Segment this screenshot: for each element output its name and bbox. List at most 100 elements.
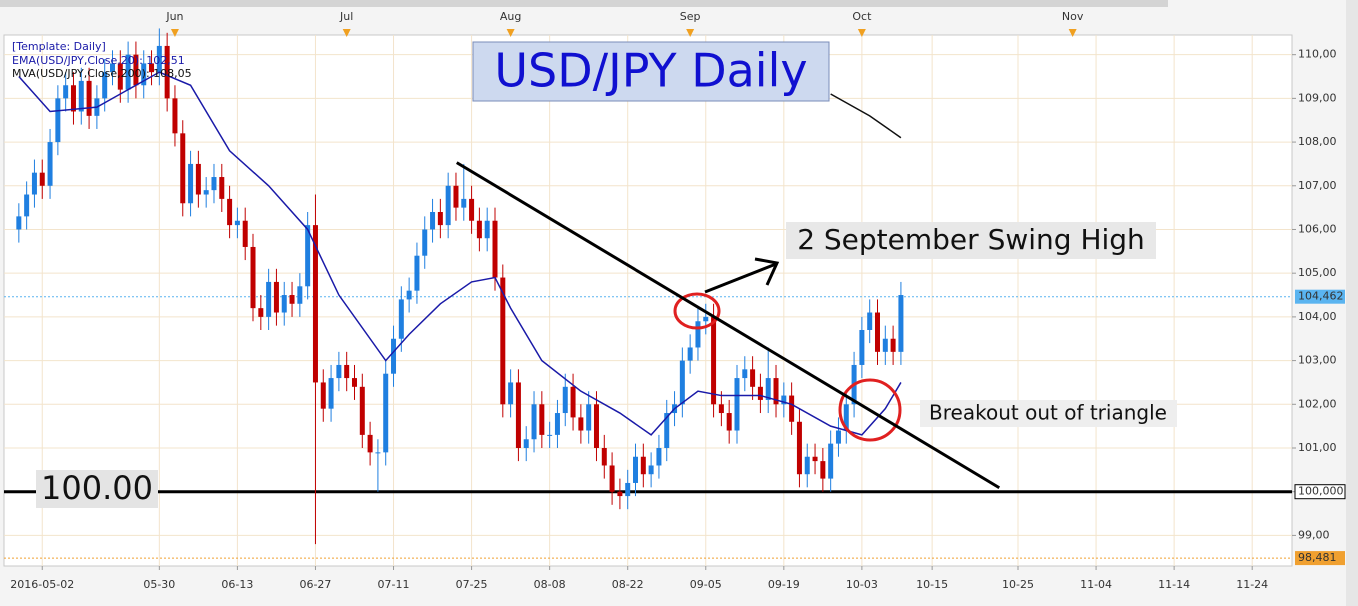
candle-body — [554, 413, 560, 435]
legend-entry: EMA(USD/JPY,Close,20): 102,51 — [12, 54, 185, 67]
x-tick-label: 10-15 — [916, 578, 948, 591]
y-tick-label: 107,00 — [1298, 179, 1337, 192]
candle-body — [367, 434, 373, 453]
candle-body — [351, 378, 357, 387]
candle-body — [336, 364, 342, 379]
candle-body — [211, 177, 217, 191]
candle-body — [195, 163, 201, 195]
candle-body — [664, 413, 670, 448]
y-tick-label: 106,00 — [1298, 222, 1337, 235]
candle-body — [70, 85, 76, 112]
candle-body — [578, 417, 584, 431]
candle-body — [874, 312, 880, 352]
candle-body — [679, 360, 685, 405]
indicator-lines — [18, 71, 902, 436]
candle-body — [172, 98, 178, 134]
candle-body — [180, 133, 186, 204]
candle-body — [547, 434, 553, 436]
candle-body — [492, 220, 498, 278]
candle-body — [328, 378, 334, 409]
x-tick-label: 06-13 — [221, 578, 253, 591]
top-strip — [0, 0, 1168, 7]
candle-body — [789, 395, 795, 422]
candles — [16, 28, 904, 545]
month-label: Jul — [339, 10, 353, 23]
x-tick-label: 10-25 — [1002, 578, 1034, 591]
plot-area — [3, 34, 1293, 567]
x-tick-label: 11-24 — [1236, 578, 1268, 591]
axes: 99,00100,00101,00102,00103,00104,00105,0… — [10, 10, 1346, 591]
x-tick-label: 06-27 — [299, 578, 331, 591]
legend-entry: MVA(USD/JPY,Close,200): 108,05 — [12, 67, 192, 80]
candle-body — [890, 338, 896, 352]
candle-body — [453, 185, 459, 208]
price-tag-label: 100,000 — [1298, 485, 1344, 498]
chart-title: USD/JPY Daily — [494, 44, 807, 98]
candle-body — [469, 198, 475, 221]
month-marker — [506, 29, 515, 37]
candle-body — [305, 225, 311, 287]
x-tick-label: 10-03 — [846, 578, 878, 591]
candle-body — [55, 98, 61, 143]
annotation: 2 September Swing High — [797, 223, 1145, 256]
candle-body — [133, 54, 139, 86]
annotation-box — [786, 222, 1156, 259]
arrow-head — [754, 257, 780, 286]
candle-body — [461, 198, 467, 208]
candle-body — [86, 80, 92, 116]
month-marker — [686, 29, 695, 37]
candle-body — [562, 386, 568, 414]
price-tag — [1295, 551, 1345, 566]
candle-body — [297, 286, 303, 304]
candle-body — [812, 456, 818, 462]
y-tick-label: 101,00 — [1298, 441, 1337, 454]
candle-body — [406, 290, 412, 300]
candle-body — [78, 80, 84, 112]
candle-body — [508, 382, 514, 405]
candle-body — [117, 63, 123, 90]
candle-body — [843, 404, 849, 431]
candle-body — [539, 404, 545, 435]
candle-body — [703, 316, 709, 322]
candle-body — [711, 316, 717, 405]
x-tick-label: 11-04 — [1080, 578, 1112, 591]
y-tick-label: 102,00 — [1298, 397, 1337, 410]
level-label: 100.00 — [41, 469, 153, 507]
candle-body — [718, 404, 724, 414]
candle-body — [63, 85, 69, 99]
month-label: Sep — [680, 10, 701, 23]
trendline — [455, 161, 1001, 490]
candle-body — [609, 465, 615, 492]
price-tag-label: 98,481 — [1298, 551, 1337, 564]
candle-body — [422, 229, 428, 256]
candle-body — [141, 63, 147, 86]
title-box — [472, 41, 830, 102]
candle-body — [344, 364, 350, 379]
annotation-box — [920, 400, 1177, 427]
candle-body — [828, 443, 834, 479]
candle-body — [601, 448, 607, 466]
candle-body — [47, 142, 53, 186]
month-marker — [170, 29, 179, 37]
candle-body — [500, 277, 506, 405]
y-tick-label: 110,00 — [1298, 48, 1337, 61]
candle-body — [320, 382, 326, 409]
candle-body — [586, 404, 592, 431]
candle-body — [242, 220, 248, 247]
candle-body — [734, 378, 740, 431]
candle-body — [234, 220, 240, 226]
indicator-line — [18, 71, 902, 436]
candle-body — [398, 299, 404, 339]
candle-body — [515, 382, 521, 448]
candle-body — [125, 54, 131, 90]
candle-body — [16, 216, 22, 230]
x-tick-label: 05-30 — [143, 578, 175, 591]
candle-body — [765, 378, 771, 400]
legend-header: [Template: Daily] — [12, 40, 106, 53]
candle-body — [219, 177, 225, 199]
candle-body — [227, 198, 233, 226]
x-tick-label: 09-19 — [768, 578, 800, 591]
candle-body — [156, 45, 162, 73]
candle-body — [648, 465, 654, 475]
candle-body — [273, 281, 279, 313]
